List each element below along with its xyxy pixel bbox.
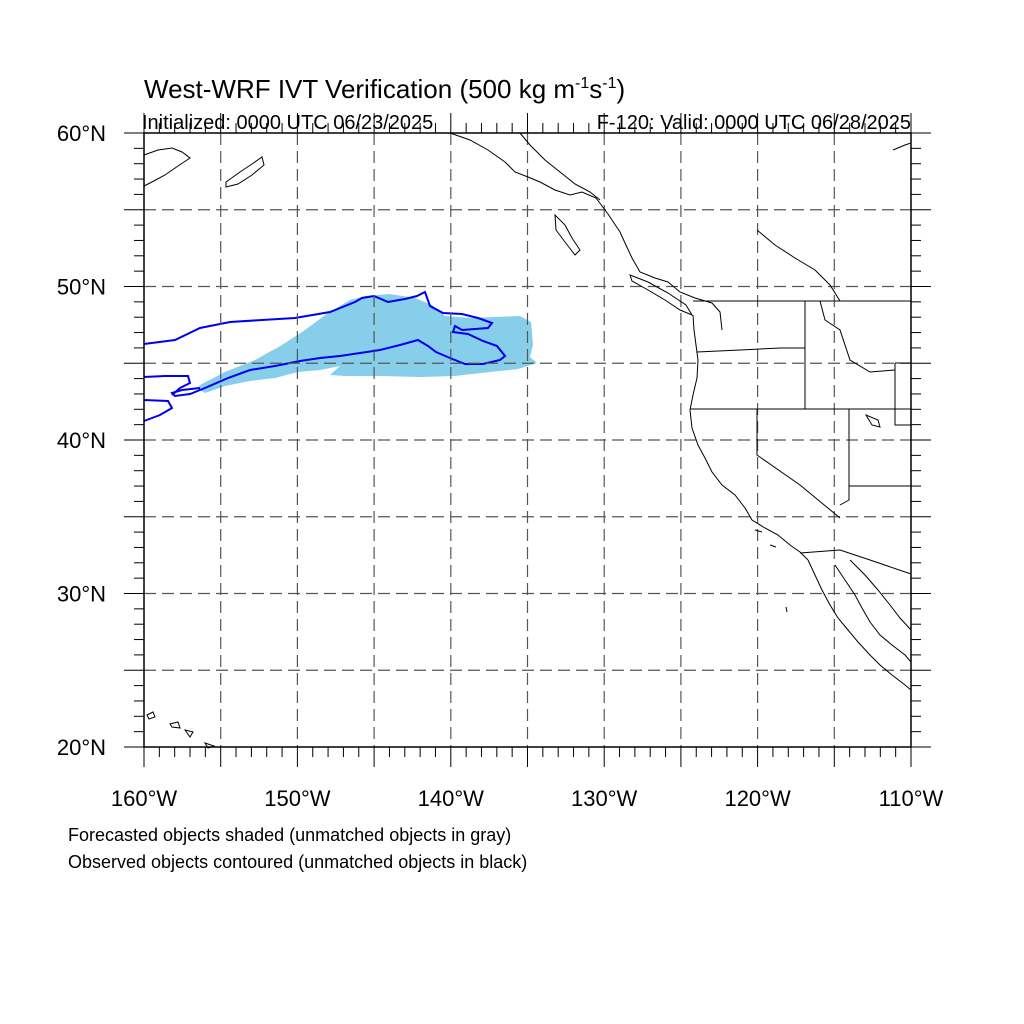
longitude-labels: 160°W 150°W 140°W 130°W 120°W 110°W	[111, 786, 944, 811]
valid-time-label: F-120: Valid: 0000 UTC 06/28/2025	[597, 112, 911, 134]
legend-forecast-note: Forecasted objects shaded (unmatched obj…	[68, 825, 512, 845]
channel-islands	[754, 529, 788, 613]
lon-label: 140°W	[418, 786, 485, 811]
nw-corner-coast	[892, 142, 912, 151]
wyoming-border	[894, 362, 911, 426]
lat-label: 60°N	[57, 121, 106, 146]
latitude-labels: 60°N 50°N 40°N 30°N 20°N	[57, 121, 106, 760]
bc-coast	[624, 242, 723, 331]
oregon-washington-border	[696, 347, 805, 353]
lon-label: 160°W	[111, 786, 178, 811]
lat-label: 30°N	[57, 582, 106, 607]
hudson-bay-inlet-coast	[756, 229, 841, 302]
nevada-utah-border	[839, 409, 850, 506]
se-alaska-coast-inner	[519, 132, 601, 201]
map-frame	[124, 113, 931, 767]
california-nevada-border	[756, 409, 841, 519]
us-west-coast	[689, 314, 809, 561]
coastlines	[143, 132, 912, 749]
lon-label: 110°W	[879, 786, 944, 811]
map-title: West-WRF IVT Verification (500 kg m-1s-1…	[144, 74, 625, 104]
forecast-objects	[198, 294, 537, 393]
lat-label: 40°N	[57, 428, 106, 453]
bc-islands-coast	[554, 213, 581, 256]
legend-observed-note: Observed objects contoured (unmatched ob…	[68, 852, 528, 872]
lat-label: 50°N	[57, 275, 106, 300]
baja-gulf-coast	[834, 564, 912, 663]
observed-objects	[143, 290, 507, 422]
observed-ivt-contour-main	[143, 290, 507, 398]
lat-label: 20°N	[57, 735, 106, 760]
lon-label: 130°W	[571, 786, 638, 811]
kodiak-island-coast	[225, 156, 265, 188]
init-time-label: Initialized: 0000 UTC 06/23/2025	[142, 112, 433, 134]
lon-label: 120°W	[724, 786, 791, 811]
alaska-peninsula-coast	[143, 147, 191, 187]
observed-ivt-contour-west	[143, 375, 192, 396]
lon-label: 150°W	[264, 786, 331, 811]
observed-ivt-contour-southwest	[143, 399, 174, 422]
graticule	[144, 133, 911, 747]
forecast-ivt-object	[198, 294, 537, 393]
alaska-gulf-coast	[449, 132, 626, 244]
us-mexico-border	[799, 549, 912, 575]
hawaii-islands	[146, 711, 216, 749]
montana-idaho-border	[819, 300, 896, 373]
baja-california-coast	[807, 559, 912, 691]
vancouver-island-coast	[629, 274, 694, 317]
mexico-mainland-coast	[849, 559, 912, 631]
great-salt-lake	[864, 413, 881, 428]
